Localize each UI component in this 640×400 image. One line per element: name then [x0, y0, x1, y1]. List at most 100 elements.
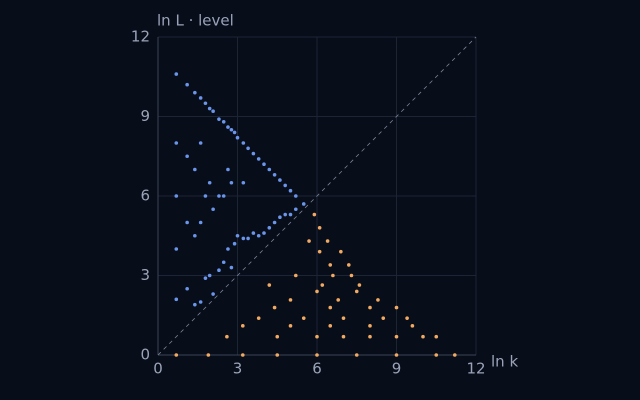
point [331, 273, 335, 278]
point [328, 324, 333, 328]
point [294, 194, 298, 198]
point [207, 273, 212, 278]
y-axis-label: ln L · level [157, 12, 234, 30]
point [193, 233, 197, 238]
point [267, 167, 272, 172]
point [198, 141, 203, 145]
point [211, 207, 215, 212]
point [320, 283, 325, 287]
point [272, 173, 277, 177]
point [325, 239, 330, 243]
point [241, 236, 246, 241]
point [381, 316, 386, 320]
y-tick-label: 3 [140, 266, 150, 284]
point [174, 297, 179, 302]
point [272, 305, 277, 310]
point [229, 127, 234, 132]
point [226, 167, 230, 172]
point [251, 151, 256, 156]
point [288, 324, 293, 328]
point [174, 141, 179, 145]
point [193, 90, 197, 95]
point [307, 239, 311, 243]
point [368, 305, 372, 310]
point [256, 316, 261, 320]
point [288, 298, 293, 302]
point [185, 154, 189, 159]
point [315, 353, 319, 357]
point [434, 353, 439, 357]
point [267, 283, 272, 287]
point [203, 101, 208, 106]
point [272, 220, 277, 225]
point [301, 316, 306, 320]
point [328, 263, 333, 267]
point [174, 72, 179, 76]
point [275, 334, 280, 339]
point [246, 146, 250, 151]
point [368, 334, 372, 339]
point [203, 194, 208, 198]
point [198, 300, 203, 304]
point [368, 324, 372, 328]
point [226, 125, 230, 129]
point [225, 334, 229, 339]
point [241, 141, 246, 145]
point [421, 334, 425, 339]
point [221, 194, 226, 198]
point [198, 96, 203, 100]
point [288, 188, 293, 193]
point [394, 353, 399, 357]
y-tick-label: 0 [140, 346, 150, 364]
y-tick-label: 12 [131, 28, 150, 46]
point [251, 231, 256, 235]
x-axis-label: ln k [491, 353, 518, 371]
point [394, 334, 399, 339]
point [211, 292, 215, 296]
point [217, 194, 221, 198]
point [241, 324, 245, 328]
point [394, 305, 399, 310]
point [185, 82, 189, 87]
x-tick-label: 12 [466, 360, 485, 378]
point [278, 178, 282, 182]
point [185, 286, 189, 291]
point [328, 305, 333, 310]
point [217, 117, 221, 121]
point [235, 233, 240, 238]
point [229, 180, 234, 185]
point [341, 316, 346, 320]
point [262, 231, 266, 235]
diagonal [157, 36, 477, 356]
point [174, 353, 179, 357]
point [317, 249, 322, 254]
point [229, 265, 234, 270]
y-tick-label: 9 [140, 107, 150, 125]
x-tick-label: 3 [233, 360, 243, 378]
point [262, 162, 266, 166]
point [207, 180, 212, 185]
point [405, 316, 409, 320]
point [241, 353, 245, 357]
point [226, 247, 230, 251]
point [294, 273, 298, 278]
point [246, 236, 250, 241]
x-tick-label: 9 [392, 360, 402, 378]
x-tick-label: 0 [153, 360, 163, 378]
point [174, 247, 179, 251]
point [193, 302, 197, 307]
point [347, 263, 351, 267]
point [434, 334, 439, 339]
point [275, 353, 280, 357]
point [267, 226, 272, 230]
point [410, 324, 415, 328]
point [354, 289, 359, 294]
point [221, 120, 226, 124]
point [354, 353, 359, 357]
point [312, 212, 317, 217]
y-tick-label: 6 [140, 187, 150, 205]
point [232, 241, 237, 246]
point [278, 215, 282, 219]
